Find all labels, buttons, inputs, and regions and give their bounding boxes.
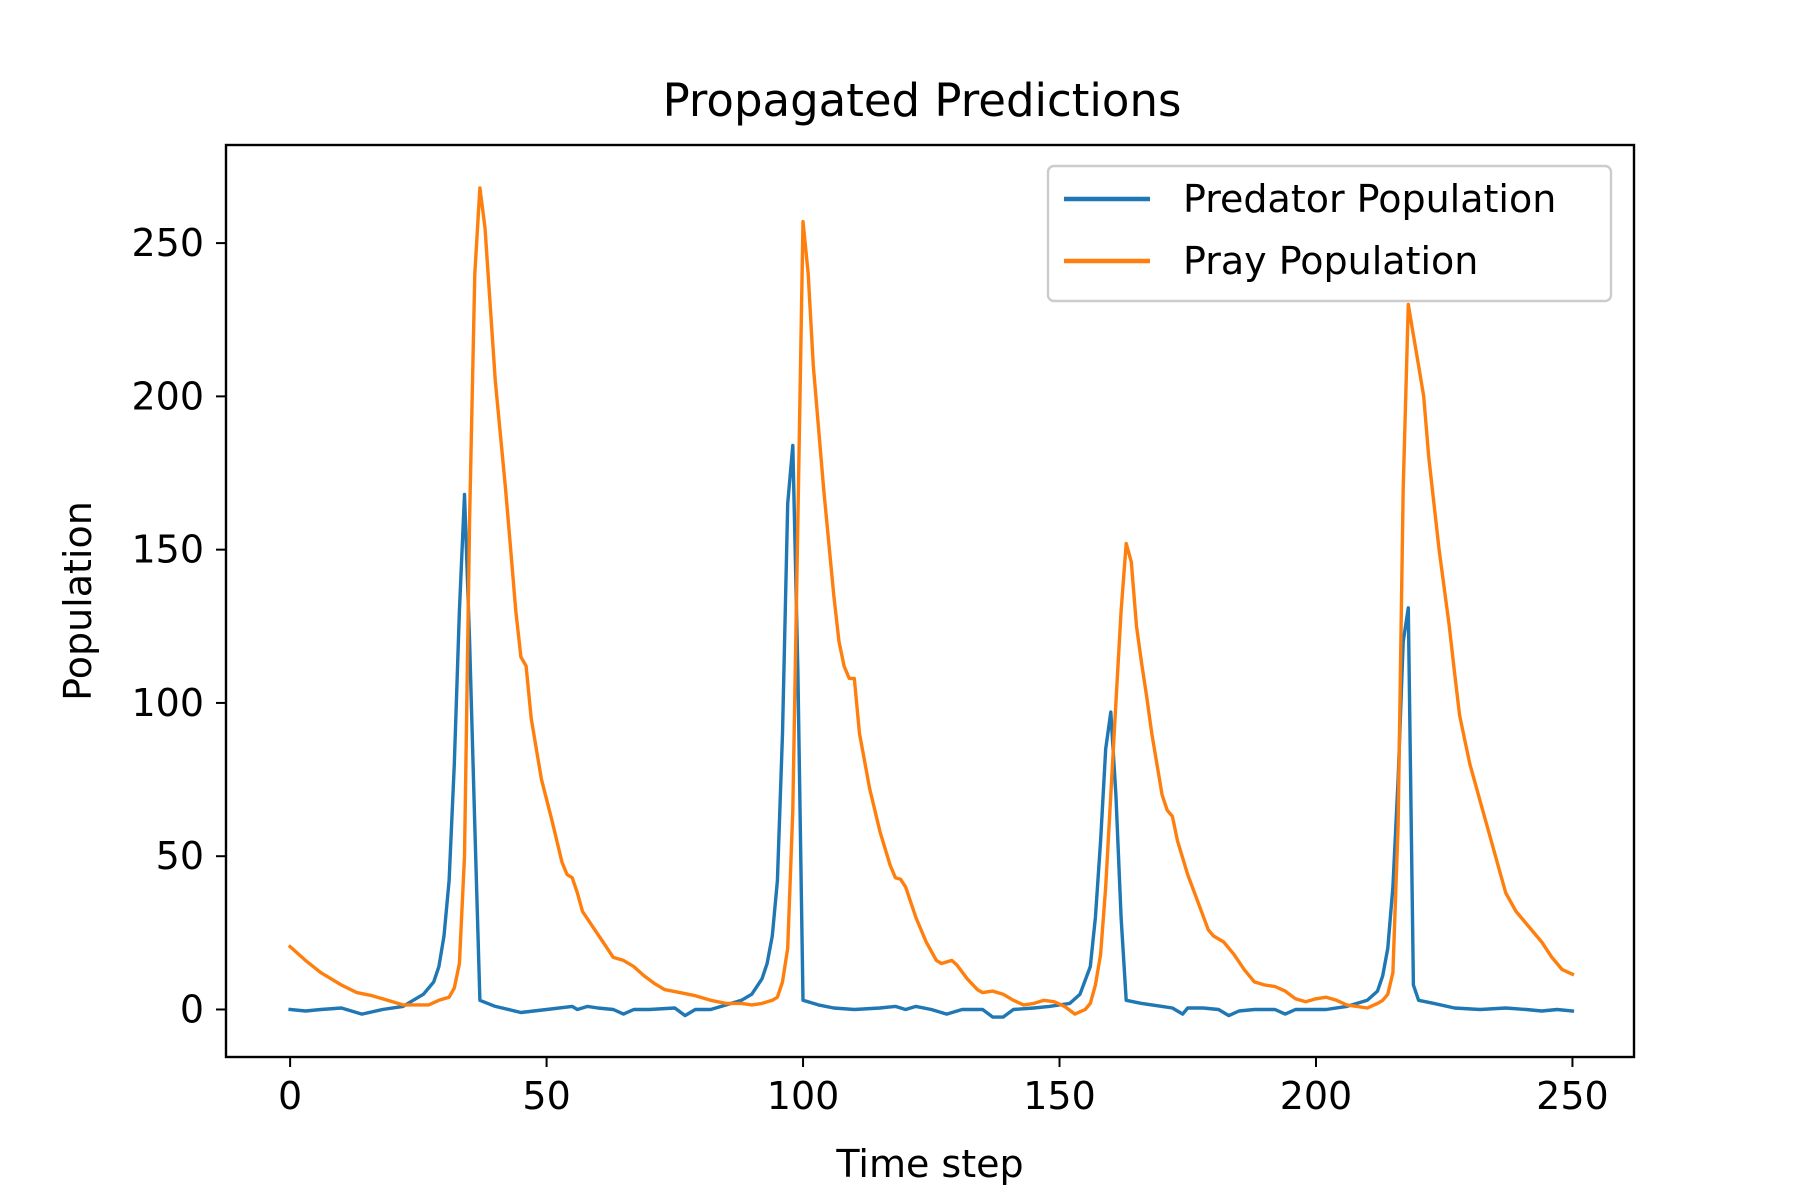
y-tick-label: 0 — [180, 987, 204, 1031]
x-axis-label: Time step — [835, 1142, 1023, 1186]
chart-title: Propagated Predictions — [663, 74, 1182, 127]
predator-population-line — [288, 443, 1575, 1019]
y-tick-label: 50 — [156, 834, 204, 878]
pray-population-line — [287, 186, 1575, 1016]
y-axis-ticks: 0 50 100 150 200 250 — [131, 221, 226, 1031]
legend-label-predator: Predator Population — [1183, 177, 1556, 221]
y-tick-label: 150 — [131, 528, 204, 572]
y-tick-label: 100 — [131, 681, 204, 725]
y-axis-label: Population — [56, 501, 100, 701]
x-tick-label: 250 — [1536, 1074, 1609, 1118]
x-tick-label: 50 — [522, 1074, 570, 1118]
y-tick-label: 200 — [131, 374, 204, 418]
x-tick-label: 150 — [1023, 1074, 1096, 1118]
plot-area — [287, 186, 1575, 1019]
x-tick-label: 200 — [1280, 1074, 1353, 1118]
x-axis-ticks: 0 50 100 150 200 250 — [278, 1057, 1609, 1118]
axes-frame — [224, 143, 1636, 1059]
x-tick-label: 100 — [767, 1074, 840, 1118]
legend-label-pray: Pray Population — [1183, 239, 1478, 283]
x-tick-label: 0 — [278, 1074, 302, 1118]
y-tick-label: 250 — [131, 221, 204, 265]
legend: Predator Population Pray Population — [1046, 164, 1613, 303]
legend-box — [1046, 164, 1613, 303]
